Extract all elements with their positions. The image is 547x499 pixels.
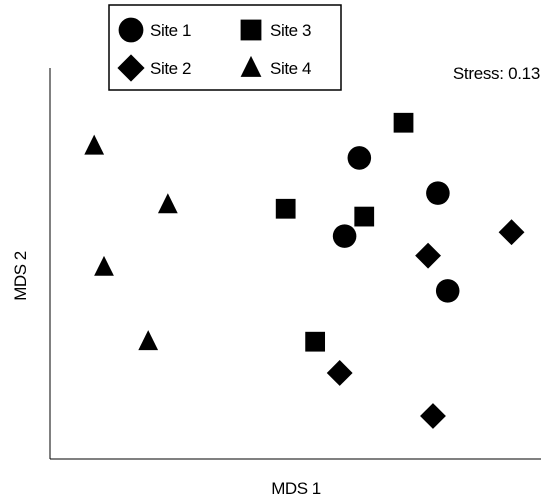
point-circle-series-1-4 <box>435 279 460 303</box>
legend-circle-icon <box>118 17 144 43</box>
point-triangle-series-4-1 <box>84 134 105 155</box>
legend-label-1: Site 1 <box>150 21 191 40</box>
point-triangle-series-4-3 <box>94 255 114 276</box>
point-circle-series-1-2 <box>426 181 450 205</box>
stress-annotation: Stress: 0.13 <box>453 64 540 83</box>
point-square-series-3-4 <box>305 331 326 352</box>
data-points <box>84 112 525 429</box>
legend-label-3: Site 3 <box>270 21 311 40</box>
point-square-series-3-1 <box>393 112 414 133</box>
point-triangle-series-4-2 <box>157 193 178 214</box>
point-square-series-3-3 <box>354 206 375 227</box>
legend-diamond-icon <box>117 54 145 82</box>
legend-square-icon <box>240 19 262 41</box>
legend-label-2: Site 2 <box>150 59 191 78</box>
point-diamond-series-2-3 <box>326 360 353 386</box>
point-circle-series-1-1 <box>347 146 372 170</box>
point-triangle-series-4-4 <box>138 330 159 351</box>
point-circle-series-1-3 <box>332 224 357 248</box>
point-square-series-3-2 <box>275 198 296 219</box>
axes <box>49 68 541 460</box>
legend: Site 1 Site 2 Site 3 Site 4 <box>108 4 342 91</box>
point-diamond-series-2-2 <box>415 242 441 269</box>
point-diamond-series-2-1 <box>498 219 525 246</box>
legend-label-4: Site 4 <box>270 59 311 78</box>
legend-triangle-icon <box>240 55 262 77</box>
x-axis-label: MDS 1 <box>271 479 321 498</box>
point-diamond-series-2-4 <box>420 403 446 429</box>
legend-box <box>108 4 342 91</box>
y-axis-label: MDS 2 <box>11 251 30 301</box>
